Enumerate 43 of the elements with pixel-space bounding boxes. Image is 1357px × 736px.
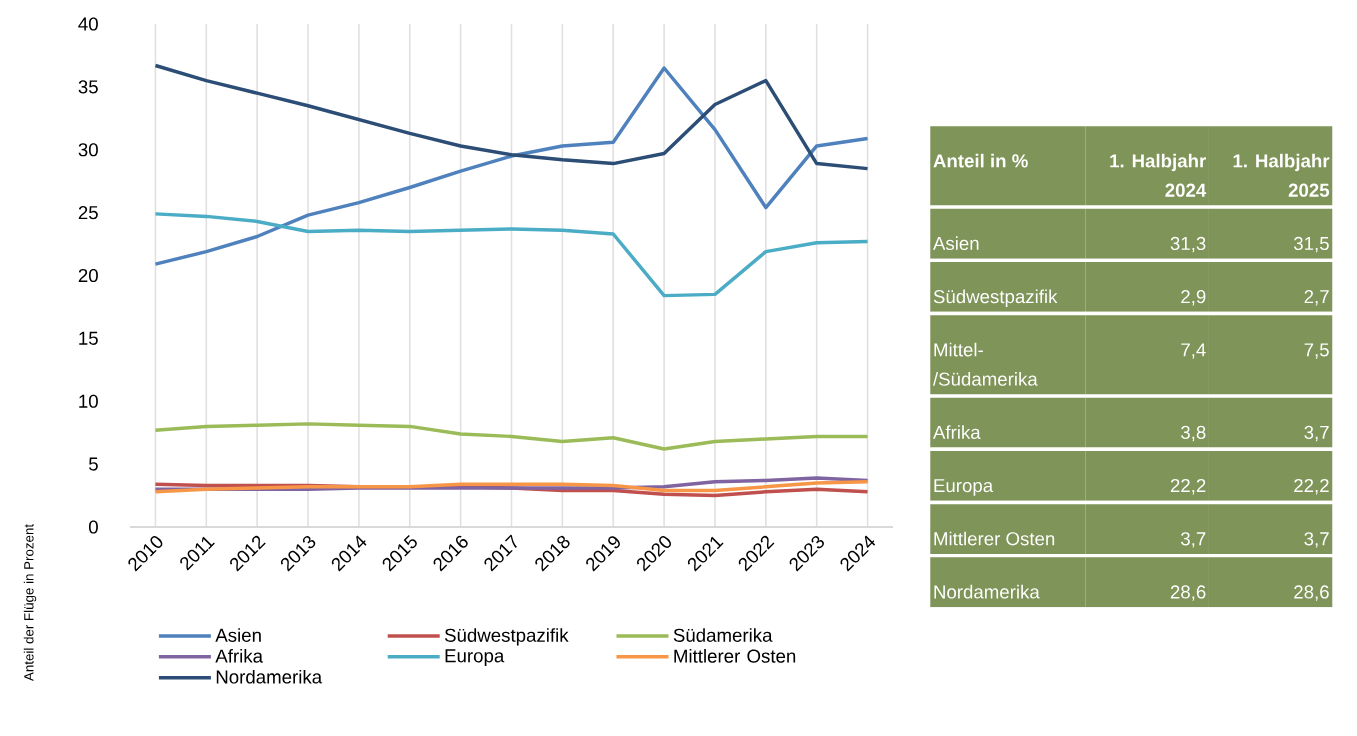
y-tick-label: 5 [88,457,98,471]
category-label: Mittel-/Südamerika [932,342,1038,386]
line-series [153,422,870,451]
y-tick-label: 0 [88,520,98,534]
legend-label: Mittlerer Osten [674,649,796,663]
y-tick-label: 35 [78,80,98,94]
y-tick-label: 15 [79,331,98,345]
text: 3,7 [1304,532,1329,548]
category-label: Europa [934,479,994,496]
text: 2,9 [1181,290,1206,306]
text: 28,6 [1170,585,1206,601]
y-tick-label: 25 [78,206,98,220]
text: 2,7 [1304,290,1329,306]
y-tick-label: 20 [78,268,98,283]
text: Anteil in % [933,153,1028,168]
text: 31,5 [1293,236,1329,253]
line-series [153,66,870,266]
text: 31,3 [1170,236,1206,253]
category-label: Nordamerika [934,584,1040,599]
text: 3,7 [1304,425,1329,442]
text: 22,2 [1170,478,1206,495]
text: 3,8 [1181,425,1206,442]
text: 28,6 [1294,585,1329,601]
legend-label: Südwestpazifik [444,628,569,646]
y-tick-label: 30 [78,143,98,157]
category-label: Mittlerer Osten [934,531,1055,546]
category-label: Südwestpazifik [933,289,1058,307]
category-label: 1. Halbjahr 2024 [1110,153,1207,197]
category-label: 1. Halbjahr 2025 [1233,153,1330,197]
category-label: Asien [932,236,979,251]
y-tick-label: 10 [79,394,98,408]
y-tick-label: 40 [78,17,98,31]
legend-label: Europa [445,649,505,667]
legend-label: Asien [215,628,261,642]
category-label: Afrika [932,425,981,439]
text: 3,7 [1181,532,1206,548]
y-axis-title: Anteil der Flüge in Prozent [23,524,37,681]
text: 7,4 [1181,343,1206,359]
legend-label: Afrika [215,649,264,663]
legend-label: Südamerika [673,628,773,642]
legend-label: Nordamerika [216,669,323,684]
text: 7,5 [1304,343,1329,359]
text: 22,2 [1294,478,1329,495]
